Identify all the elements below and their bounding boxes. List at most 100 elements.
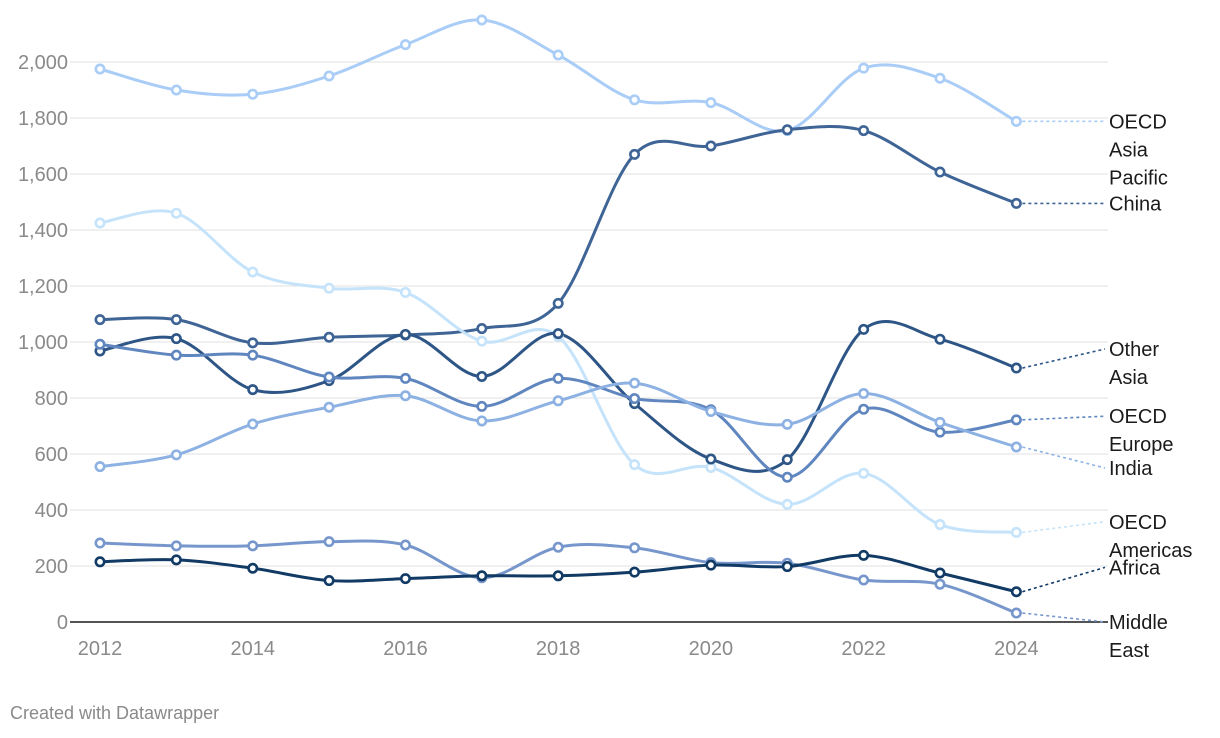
data-point-india — [94, 461, 106, 473]
label-connectors — [1022, 120, 1106, 623]
credit-text: Created with Datawrapper — [10, 703, 220, 723]
y-tick-label: 1,000 — [18, 332, 68, 354]
data-point-oecd-europe — [247, 349, 259, 361]
line-chart: 0 200 400 600 800 1,000 1,200 1,400 1,600 1,800 2,… — [18, 14, 1192, 662]
data-point-middle-east — [323, 536, 335, 548]
y-tick-label: 800 — [35, 388, 68, 410]
data-point-middle-east — [170, 540, 182, 552]
series-points — [94, 14, 1022, 619]
data-point-other-asia — [247, 384, 259, 396]
series-labels: OECD Asia Pacific China OECD Americas Other Asi… — [1109, 111, 1192, 662]
data-point-africa — [934, 567, 946, 579]
connector-africa — [1022, 566, 1106, 593]
series-label-oecd-asia-pacific: OECD Asia Pacific — [1109, 111, 1168, 189]
series-label-oecd-americas: OECD Americas — [1109, 512, 1192, 562]
data-point-india — [934, 416, 946, 428]
data-point-middle-east — [247, 540, 259, 552]
series-label-line: OECD — [1109, 512, 1167, 534]
data-point-africa — [323, 575, 335, 587]
series-label-oecd-europe: OECD Europe — [1109, 406, 1174, 456]
x-tick-label: 2016 — [383, 638, 428, 660]
data-point-middle-east — [1010, 607, 1022, 619]
data-point-africa — [781, 561, 793, 573]
data-point-china — [781, 124, 793, 136]
data-point-africa — [399, 573, 411, 585]
series-label-india: India — [1109, 458, 1153, 480]
data-point-oecd-asia-pacific — [323, 70, 335, 82]
x-tick-label: 2024 — [994, 638, 1039, 660]
data-point-oecd-asia-pacific — [934, 72, 946, 84]
data-point-oecd-europe — [476, 400, 488, 412]
data-point-africa — [705, 559, 717, 571]
data-point-africa — [476, 570, 488, 582]
data-point-middle-east — [934, 578, 946, 590]
data-point-africa — [858, 549, 870, 561]
data-point-oecd-asia-pacific — [629, 94, 641, 106]
data-point-africa — [552, 570, 564, 582]
series-line-china — [98, 125, 1018, 345]
data-point-china — [858, 125, 870, 137]
connector-oecd-americas — [1022, 520, 1106, 534]
series-label-line: Asia — [1109, 139, 1149, 161]
data-point-other-asia — [170, 333, 182, 345]
series-label-line: OECD — [1109, 111, 1167, 133]
data-point-india — [1010, 441, 1022, 453]
y-tick-label: 0 — [57, 612, 68, 634]
x-tick-label: 2020 — [689, 638, 734, 660]
series-line-oecd-americas — [98, 209, 1018, 534]
data-point-india — [705, 405, 717, 417]
data-point-middle-east — [399, 539, 411, 551]
data-point-middle-east — [94, 537, 106, 549]
connector-india — [1022, 446, 1106, 469]
connector-middle-east — [1022, 612, 1106, 623]
data-point-oecd-asia-pacific — [705, 97, 717, 109]
data-point-oecd-americas — [399, 286, 411, 298]
series-label-line: Middle — [1109, 612, 1168, 634]
series-label-africa: Africa — [1109, 557, 1161, 579]
connector-oecd-europe — [1022, 415, 1106, 421]
y-tick-label: 1,800 — [18, 108, 68, 130]
data-point-middle-east — [629, 542, 641, 554]
series-label-middle-east: Middle East — [1109, 612, 1168, 662]
data-point-oecd-americas — [170, 207, 182, 219]
x-axis-ticks: 2012 2014 2016 2018 2020 2022 2024 — [78, 638, 1039, 660]
x-tick-label: 2018 — [536, 638, 581, 660]
data-point-india — [781, 418, 793, 430]
data-point-china — [934, 166, 946, 178]
data-point-india — [247, 418, 259, 430]
data-point-china — [705, 140, 717, 152]
data-point-oecd-asia-pacific — [170, 84, 182, 96]
y-tick-label: 200 — [35, 556, 68, 578]
data-point-india — [552, 395, 564, 407]
y-tick-label: 600 — [35, 444, 68, 466]
data-point-africa — [629, 566, 641, 578]
data-point-india — [858, 388, 870, 400]
data-point-china — [552, 297, 564, 309]
data-point-oecd-asia-pacific — [858, 62, 870, 74]
data-point-middle-east — [858, 574, 870, 586]
series-label-line: India — [1109, 458, 1153, 480]
connector-other-asia — [1022, 348, 1106, 369]
series-line-oecd-asia-pacific — [98, 18, 1018, 133]
data-point-oecd-asia-pacific — [94, 63, 106, 75]
series-line-oecd-europe — [98, 342, 1018, 479]
data-point-india — [323, 401, 335, 413]
data-point-africa — [247, 562, 259, 574]
series-label-line: Pacific — [1109, 167, 1168, 189]
series-label-other-asia: Other Asia — [1109, 339, 1159, 389]
series-label-line: Americas — [1109, 540, 1192, 562]
data-point-oecd-americas — [323, 282, 335, 294]
data-point-other-asia — [552, 328, 564, 340]
data-point-africa — [94, 556, 106, 568]
data-point-oecd-americas — [781, 498, 793, 510]
data-point-oecd-europe — [1010, 414, 1022, 426]
series-label-line: OECD — [1109, 406, 1167, 428]
series-label-line: Africa — [1109, 557, 1161, 579]
data-point-oecd-europe — [323, 371, 335, 383]
series-label-line: Asia — [1109, 367, 1149, 389]
x-tick-label: 2014 — [230, 638, 275, 660]
data-point-africa — [170, 554, 182, 566]
data-point-other-asia — [1010, 362, 1022, 374]
y-tick-label: 1,600 — [18, 164, 68, 186]
data-point-oecd-americas — [247, 266, 259, 278]
